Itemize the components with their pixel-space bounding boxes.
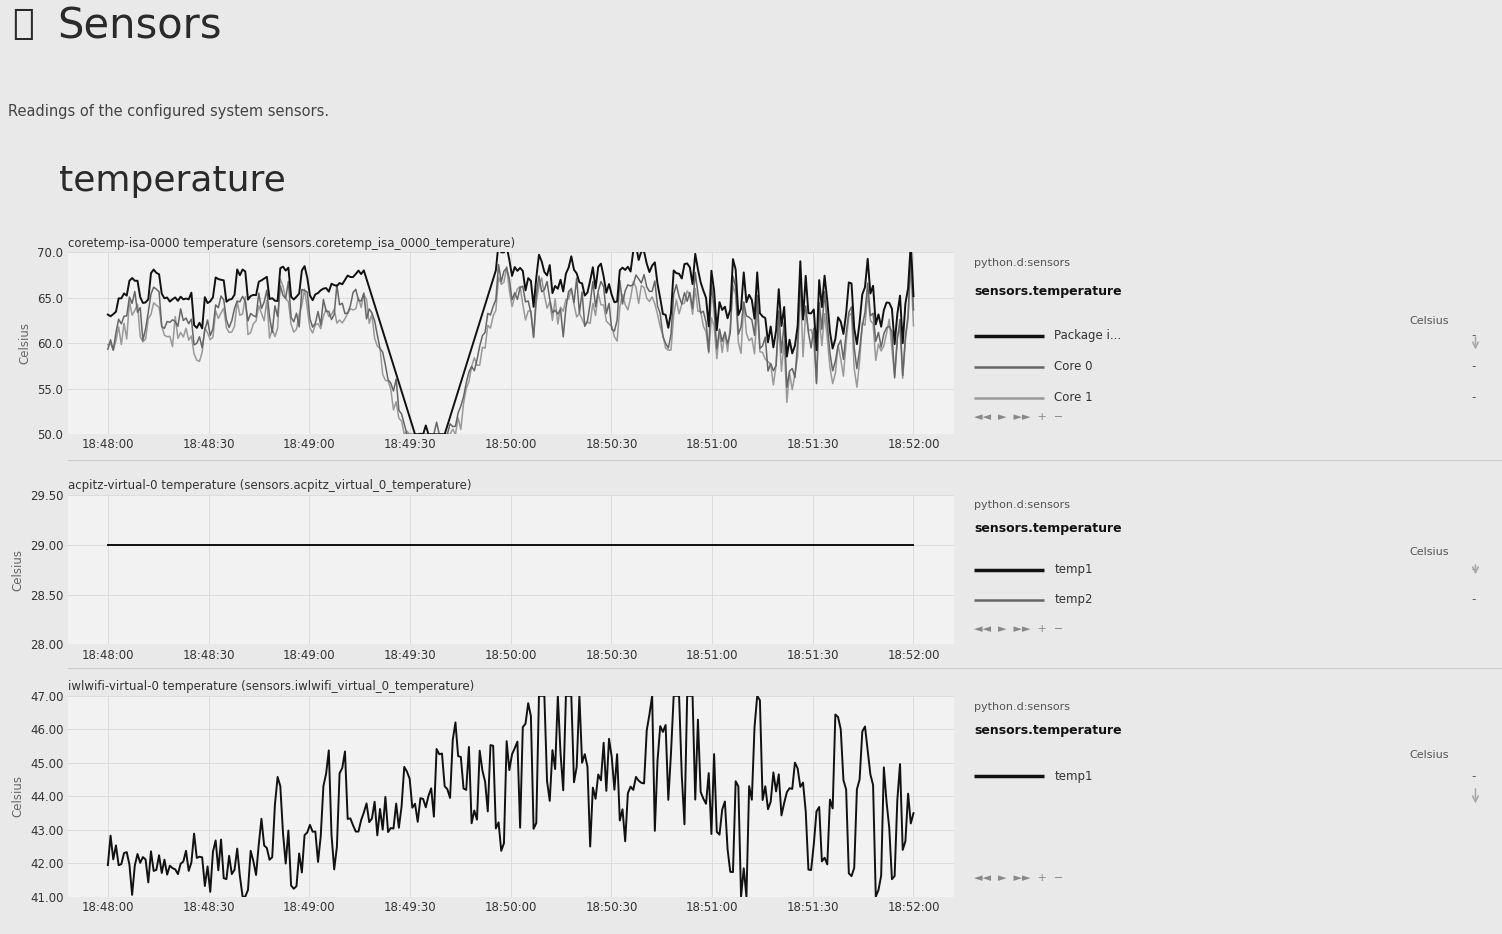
Text: acpitz-virtual-0 temperature (sensors.acpitz_virtual_0_temperature): acpitz-virtual-0 temperature (sensors.ac… [68,479,472,492]
Text: ◄◄  ►  ►►  +  −: ◄◄ ► ►► + − [975,872,1063,883]
Text: temp1: temp1 [1054,770,1093,783]
Text: Celsius: Celsius [1409,750,1449,760]
Text: Core 1: Core 1 [1054,391,1093,404]
Text: python.d:sensors: python.d:sensors [975,258,1071,268]
Text: Package i...: Package i... [1054,330,1122,343]
Y-axis label: Celsius: Celsius [12,775,24,817]
Text: -: - [1470,361,1475,374]
Text: -: - [1470,391,1475,404]
Text: Readings of the configured system sensors.: Readings of the configured system sensor… [8,105,329,120]
Text: python.d:sensors: python.d:sensors [975,500,1071,510]
Text: Celsius: Celsius [1409,547,1449,558]
Text: ◄◄  ►  ►►  +  −: ◄◄ ► ►► + − [975,412,1063,421]
Text: iwlwifi-virtual-0 temperature (sensors.iwlwifi_virtual_0_temperature): iwlwifi-virtual-0 temperature (sensors.i… [68,680,473,693]
Text: coretemp-isa-0000 temperature (sensors.coretemp_isa_0000_temperature): coretemp-isa-0000 temperature (sensors.c… [68,236,515,249]
Text: sensors.temperature: sensors.temperature [975,522,1122,535]
Text: Sensors: Sensors [57,5,222,47]
Text: Celsius: Celsius [1409,316,1449,326]
Y-axis label: Celsius: Celsius [12,549,24,590]
Text: temperature: temperature [59,164,285,198]
Text: sensors.temperature: sensors.temperature [975,724,1122,737]
Y-axis label: Celsius: Celsius [20,322,32,364]
Text: sensors.temperature: sensors.temperature [975,285,1122,298]
Text: Core 0: Core 0 [1054,361,1093,374]
Text: temp2: temp2 [1054,593,1093,606]
Text: temp1: temp1 [1054,563,1093,576]
Text: python.d:sensors: python.d:sensors [975,701,1071,712]
Text: ◄◄  ►  ►►  +  −: ◄◄ ► ►► + − [975,624,1063,634]
Text: -: - [1470,770,1475,783]
Text: 🍃: 🍃 [12,7,33,41]
Text: -: - [1470,593,1475,606]
Text: -: - [1470,330,1475,343]
Text: -: - [1470,563,1475,576]
